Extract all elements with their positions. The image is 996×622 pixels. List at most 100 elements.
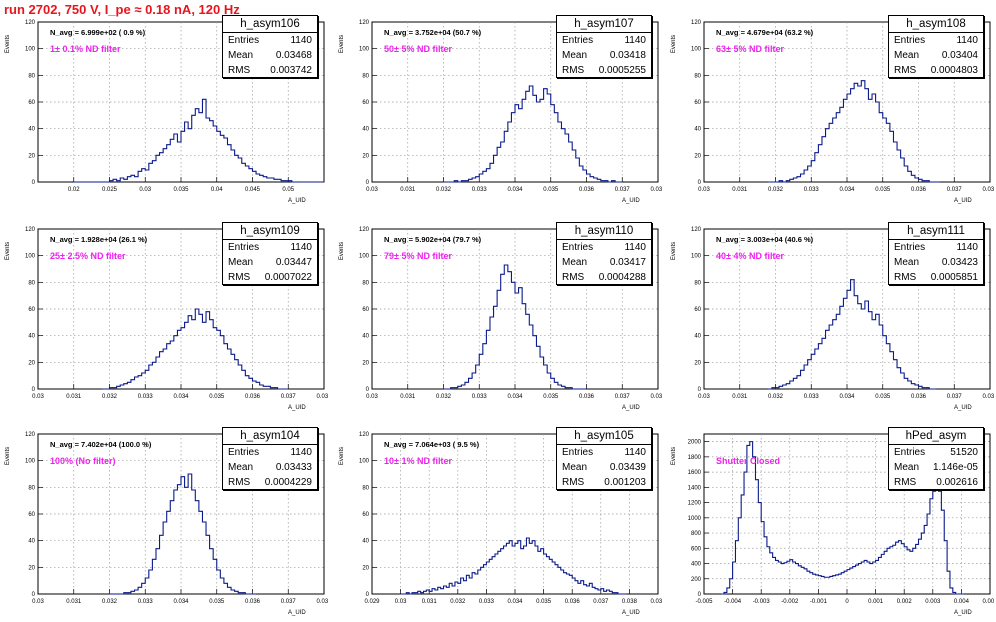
- rms-label: RMS: [228, 65, 251, 76]
- entries-value: 1140: [290, 35, 312, 46]
- y-tick-label: 40: [362, 334, 369, 340]
- x-axis-title: A_UID: [622, 610, 640, 616]
- mean-label: Mean: [228, 257, 254, 268]
- x-tick-label: 0.032: [768, 187, 784, 193]
- y-tick-label: 1000: [688, 516, 702, 522]
- x-tick-label: 0.035: [875, 187, 891, 193]
- x-tick-label: 0: [845, 599, 849, 605]
- entries-row: Entries 1140: [223, 33, 317, 48]
- y-tick-label: 0: [698, 592, 702, 598]
- x-tick-label: -0.002: [781, 599, 799, 605]
- histogram-name: hPed_asym: [889, 428, 983, 445]
- histogram-pad-h_asym107: 0.03 0.031 0.032 0.033 0.034 0.035 0.036 0.037 0…: [334, 15, 662, 208]
- stats-box: h_asym109 Entries 1140 Mean 0.03447 RMS …: [222, 222, 318, 285]
- y-tick-label: 120: [691, 227, 702, 233]
- y-tick-label: 0: [32, 387, 36, 393]
- histogram-name: h_asym111: [889, 223, 983, 240]
- entries-label: Entries: [228, 35, 260, 46]
- entries-label: Entries: [562, 447, 594, 458]
- histogram-series: [768, 80, 940, 183]
- x-tick-label: 0.033: [138, 394, 154, 400]
- histogram-name: h_asym109: [223, 223, 317, 240]
- x-tick-label: 0.036: [911, 187, 927, 193]
- rms-value: 0.0004288: [598, 272, 646, 283]
- y-tick-label: 60: [28, 307, 35, 313]
- entries-label: Entries: [894, 447, 926, 458]
- x-axis-title: A_UID: [288, 610, 306, 616]
- x-tick-label: -0.005: [695, 599, 713, 605]
- x-tick-label: -0.001: [810, 599, 828, 605]
- histogram-series: [721, 441, 965, 595]
- x-tick-label: 0.034: [507, 599, 523, 605]
- x-tick-label: 0.035: [209, 394, 225, 400]
- x-tick-label: 0.034: [507, 187, 523, 193]
- x-tick-label: 0.033: [804, 187, 820, 193]
- mean-label: Mean: [562, 257, 588, 268]
- x-tick-label: 0.038: [650, 187, 662, 193]
- x-tick-label: 0.037: [615, 187, 631, 193]
- y-tick-label: 20: [362, 153, 369, 159]
- y-tick-label: 80: [28, 485, 35, 491]
- navg-label: N_avg = 4.679e+04 (63.2 %): [716, 28, 814, 37]
- y-tick-label: 800: [691, 531, 702, 537]
- y-tick-label: 1400: [688, 485, 702, 491]
- x-tick-label: 0.04: [211, 187, 223, 193]
- y-tick-label: 40: [362, 127, 369, 133]
- entries-label: Entries: [228, 242, 260, 253]
- rms-row: RMS 0.001203: [557, 475, 651, 490]
- x-tick-label: 0.032: [102, 394, 118, 400]
- histogram-pad-h_asym109: 0.03 0.031 0.032 0.033 0.034 0.035 0.036 0.037 0…: [0, 222, 328, 415]
- rms-label: RMS: [894, 477, 917, 488]
- entries-value: 1140: [290, 447, 312, 458]
- x-tick-label: 0.034: [507, 394, 523, 400]
- stats-box: h_asym110 Entries 1140 Mean 0.03417 RMS …: [556, 222, 652, 285]
- x-tick-label: 0.025: [102, 187, 118, 193]
- y-tick-label: 120: [359, 432, 370, 438]
- x-tick-label: 0.03: [32, 394, 44, 400]
- x-tick-label: 0.033: [138, 599, 154, 605]
- x-tick-label: 0.038: [982, 187, 994, 193]
- x-tick-label: 0.034: [839, 187, 855, 193]
- x-tick-label: 0.03: [32, 599, 44, 605]
- mean-row: Mean 0.03423: [889, 255, 983, 270]
- y-tick-label: 20: [362, 565, 369, 571]
- navg-label: N_avg = 6.999e+02 ( 0.9 %): [50, 28, 146, 37]
- histogram-series: [73, 98, 324, 183]
- filter-label: Shutter Closed: [716, 456, 780, 466]
- mean-row: Mean 1.146e-05: [889, 460, 983, 475]
- navg-label: N_avg = 3.752e+04 (50.7 %): [384, 28, 482, 37]
- y-axis-title: Events: [339, 35, 345, 53]
- x-axis-title: A_UID: [288, 405, 306, 411]
- mean-value: 0.03417: [609, 257, 646, 268]
- y-tick-label: 120: [359, 20, 370, 26]
- y-tick-label: 20: [362, 360, 369, 366]
- x-tick-label: 0.036: [911, 394, 927, 400]
- rms-label: RMS: [562, 477, 585, 488]
- mean-row: Mean 0.03404: [889, 48, 983, 63]
- y-tick-label: 200: [691, 577, 702, 583]
- y-tick-label: 20: [694, 360, 701, 366]
- x-tick-label: 0.037: [281, 394, 297, 400]
- rms-value: 0.002616: [936, 477, 978, 488]
- entries-row: Entries 1140: [557, 445, 651, 460]
- x-tick-label: 0.03: [139, 187, 151, 193]
- mean-row: Mean 0.03439: [557, 460, 651, 475]
- y-tick-label: 100: [25, 47, 36, 53]
- navg-label: N_avg = 3.003e+04 (40.6 %): [716, 235, 814, 244]
- mean-value: 0.03423: [941, 257, 978, 268]
- histogram-plot: 0.03 0.031 0.032 0.033 0.034 0.035 0.036 0.037 0…: [5, 432, 328, 616]
- y-tick-label: 600: [691, 546, 702, 552]
- rms-value: 0.0005851: [930, 272, 978, 283]
- mean-value: 0.03439: [609, 462, 646, 473]
- y-tick-label: 100: [359, 254, 370, 260]
- filter-label: 40± 4% ND filter: [716, 251, 784, 261]
- y-tick-label: 2000: [688, 440, 702, 446]
- navg-label: N_avg = 7.064e+03 ( 9.5 %): [384, 440, 480, 449]
- x-tick-label: 0.037: [593, 599, 609, 605]
- y-axis-title: Events: [339, 242, 345, 260]
- y-tick-label: 20: [694, 153, 701, 159]
- histogram-pad-h_asym110: 0.03 0.031 0.032 0.033 0.034 0.035 0.036 0.037 0…: [334, 222, 662, 415]
- x-tick-label: 0.034: [173, 394, 189, 400]
- run-title: run 2702, 750 V, I_pe ≈ 0.18 nA, 120 Hz: [4, 2, 240, 17]
- rms-value: 0.001203: [604, 477, 646, 488]
